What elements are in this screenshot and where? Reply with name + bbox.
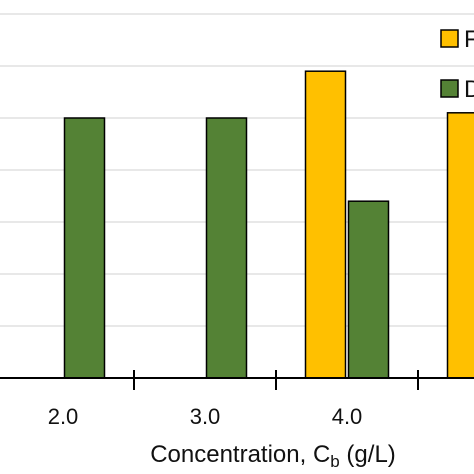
legend-swatch-d [440, 79, 459, 98]
bar-d-2.0 [63, 117, 106, 379]
x-tick-label: 4.0 [332, 404, 363, 429]
legend-label-d: D [464, 76, 474, 103]
x-ticks: 2.03.04.05.0 [48, 370, 474, 429]
bar-f-4.0 [304, 70, 347, 379]
bar-f-5.0 [446, 112, 474, 379]
legend: F D [440, 26, 474, 103]
legend-label-f: F [464, 26, 474, 53]
bar-d-4.0 [347, 200, 390, 379]
x-tick-label: 2.0 [48, 404, 79, 429]
x-axis-title: Concentration, Cb (g/L) [150, 441, 396, 471]
bars [63, 70, 474, 379]
legend-swatch-f [440, 29, 459, 48]
x-tick-label: 3.0 [190, 404, 221, 429]
bar-d-3.0 [205, 117, 248, 379]
